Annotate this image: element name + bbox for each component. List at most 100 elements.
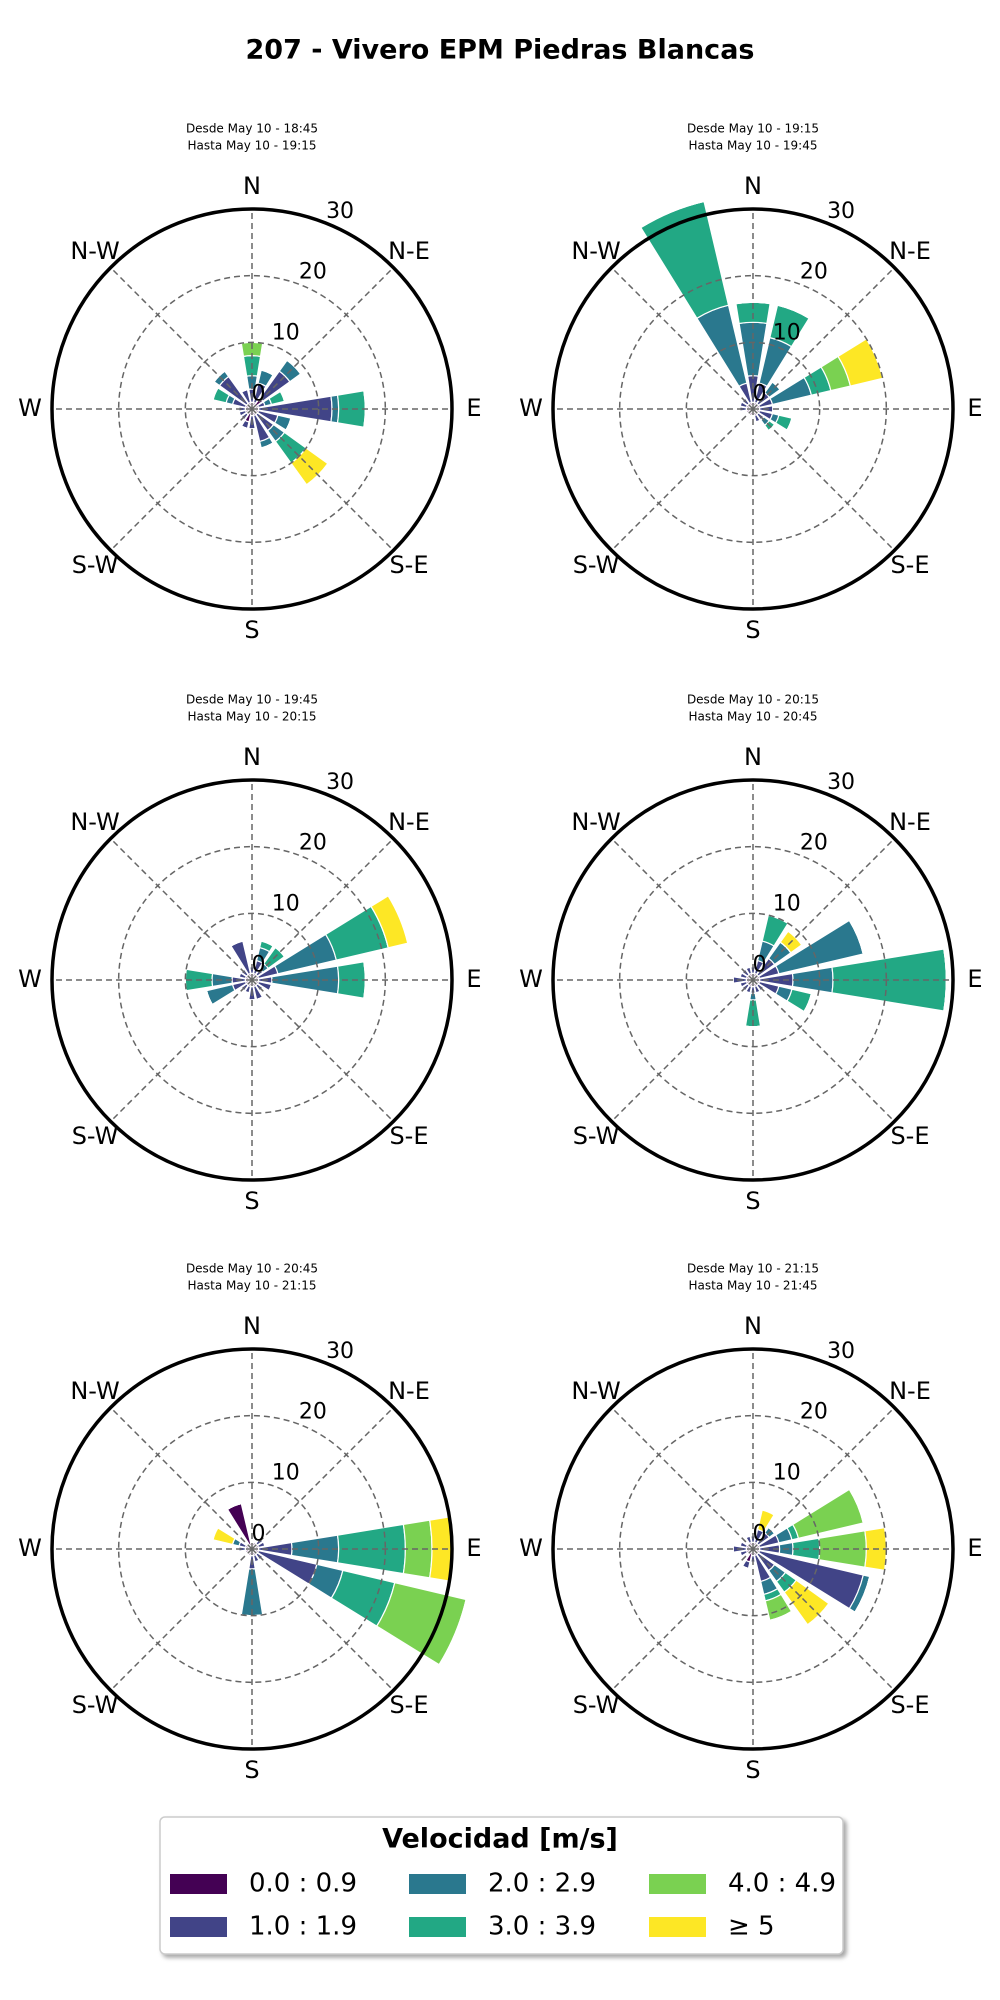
wind-bar <box>768 1526 776 1534</box>
direction-line <box>110 1548 253 1691</box>
direction-line <box>752 979 895 1122</box>
direction-label: W <box>18 394 42 422</box>
direction-label: S-E <box>389 1691 428 1719</box>
r-tick-label: 20 <box>299 831 327 856</box>
direction-label: N-W <box>571 1377 620 1405</box>
direction-label: S-E <box>890 1691 929 1719</box>
outer-ring <box>551 207 955 611</box>
direction-line <box>611 408 754 551</box>
direction-line <box>251 408 394 551</box>
grid-ring <box>618 1414 888 1684</box>
direction-label: S <box>244 1756 259 1784</box>
direction-label: E <box>466 965 481 993</box>
wind-bar <box>212 1527 236 1546</box>
direction-line <box>752 1548 895 1691</box>
r-tick-label: 30 <box>827 770 855 795</box>
grid-ring <box>618 274 888 544</box>
direction-line <box>251 838 394 981</box>
outer-ring <box>551 778 955 1182</box>
legend-label: 2.0 : 2.9 <box>488 1869 596 1899</box>
wind-bar <box>240 416 245 421</box>
direction-line <box>611 267 754 410</box>
direction-label: S-E <box>389 551 428 579</box>
wind-bar <box>213 370 226 383</box>
r-tick-label: 10 <box>272 321 300 346</box>
direction-line <box>251 1407 394 1550</box>
legend-swatch <box>649 1874 706 1894</box>
r-tick-label: 0 <box>252 1521 266 1546</box>
wind-bar <box>745 966 751 970</box>
direction-label: N-W <box>571 808 620 836</box>
direction-label: S <box>745 1756 760 1784</box>
grid-ring <box>117 845 387 1115</box>
direction-line <box>611 1407 754 1550</box>
direction-label: S-E <box>389 1122 428 1150</box>
wind-bar <box>786 988 813 1013</box>
wind-bar <box>777 304 810 319</box>
direction-label: W <box>18 1534 42 1562</box>
direction-label: N-W <box>571 237 620 265</box>
r-tick-label: 30 <box>326 770 354 795</box>
direction-label: N <box>744 172 762 200</box>
subplot-title: Desde May 10 - 21:15 <box>687 1262 819 1276</box>
r-tick-label: 30 <box>827 1339 855 1364</box>
direction-line <box>752 838 895 981</box>
direction-label: N-E <box>388 1377 430 1405</box>
legend-title: Velocidad [m/s] <box>382 1824 618 1855</box>
wind-bar <box>639 200 730 320</box>
direction-label: W <box>519 965 543 993</box>
r-tick-label: 20 <box>299 260 327 285</box>
r-tick-label: 20 <box>299 1400 327 1425</box>
direction-line <box>752 267 895 410</box>
wind-bar <box>238 972 242 978</box>
direction-label: S-W <box>573 1122 620 1150</box>
grid-ring <box>117 274 387 544</box>
direction-line <box>251 1548 394 1691</box>
direction-label: N-E <box>889 808 931 836</box>
direction-line <box>611 979 754 1122</box>
direction-label: N <box>243 743 261 771</box>
subplot-title: Desde May 10 - 19:45 <box>186 693 318 707</box>
legend-label: 1.0 : 1.9 <box>249 1912 357 1942</box>
r-tick-label: 10 <box>773 1461 801 1486</box>
grid-ring <box>685 912 821 1048</box>
direction-label: E <box>967 394 982 422</box>
wind-bar <box>803 993 812 1012</box>
wind-bar <box>831 948 947 1012</box>
r-tick-label: 30 <box>827 199 855 224</box>
legend-swatch <box>409 1917 466 1937</box>
direction-label: S <box>244 1187 259 1215</box>
wind-bar <box>248 1554 251 1557</box>
subplot-title: Hasta May 10 - 20:15 <box>188 710 317 724</box>
legend-swatch <box>649 1917 706 1937</box>
subplot-title: Hasta May 10 - 19:45 <box>689 139 818 153</box>
r-tick-label: 30 <box>326 1339 354 1364</box>
wind-bar <box>230 940 243 947</box>
r-tick-label: 0 <box>753 952 767 977</box>
direction-label: S <box>745 1187 760 1215</box>
wind-bar <box>238 411 242 417</box>
subplot-title: Hasta May 10 - 19:15 <box>188 139 317 153</box>
direction-label: W <box>519 1534 543 1562</box>
legend-label: 0.0 : 0.9 <box>249 1869 357 1899</box>
wind-bar <box>791 1488 865 1540</box>
r-tick-label: 10 <box>272 1461 300 1486</box>
direction-label: S-W <box>72 1691 119 1719</box>
direction-label: N <box>744 1312 762 1340</box>
r-tick-label: 0 <box>252 952 266 977</box>
wind-bar <box>837 338 884 387</box>
figure-title: 207 - Vivero EPM Piedras Blancas <box>246 35 755 66</box>
grid-ring <box>117 1414 387 1684</box>
direction-label: E <box>466 1534 481 1562</box>
legend-swatch <box>170 1874 227 1894</box>
subplot-title: Desde May 10 - 20:15 <box>687 693 819 707</box>
direction-label: N <box>243 172 261 200</box>
subplot-title: Hasta May 10 - 20:45 <box>689 710 818 724</box>
wind-bar <box>205 990 213 1005</box>
direction-line <box>251 267 394 410</box>
subplot-title: Hasta May 10 - 21:45 <box>689 1279 818 1293</box>
legend-swatch <box>170 1917 227 1937</box>
legend-label: 4.0 : 4.9 <box>728 1869 836 1899</box>
r-tick-label: 10 <box>773 321 801 346</box>
outer-ring <box>50 207 454 611</box>
